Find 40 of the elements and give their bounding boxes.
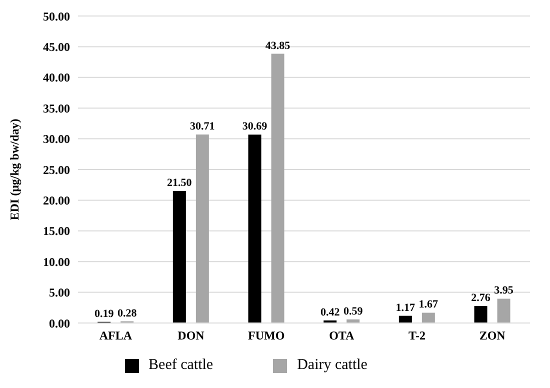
data-label: 43.85 [265,40,291,52]
bar [474,306,488,323]
x-tick-label: AFLA [99,328,132,343]
x-tick-label: FUMO [248,328,285,343]
x-tick-label: T-2 [408,328,426,343]
data-label: 0.42 [320,306,340,318]
data-label: 21.50 [167,176,192,189]
x-tick-label: DON [178,328,205,343]
x-tick-label: ZON [479,328,506,343]
y-axis-title: EDI (μg/kg bw/day) [7,118,22,220]
data-label: 30.71 [190,120,215,132]
y-tick-label: 35.00 [43,101,70,116]
y-tick-label: 10.00 [43,254,70,269]
bar [172,190,186,323]
data-label: 30.69 [242,120,268,133]
bar [398,316,412,323]
y-tick-label: 45.00 [43,40,70,54]
y-tick-label: 20.00 [43,193,70,208]
y-tick-label: 15.00 [43,224,70,238]
bar [271,54,284,323]
data-label: 0.28 [117,307,138,320]
y-tick-label: 25.00 [43,162,70,177]
bar [196,134,209,323]
data-label: 1.67 [418,298,439,311]
data-label: 0.59 [343,305,364,318]
bar [422,312,435,323]
data-label: 3.95 [494,284,514,297]
legend-label: Dairy cattle [297,357,368,373]
x-tick-label: OTA [329,328,355,343]
data-label: 2.76 [471,292,491,304]
y-tick-label: 50.00 [43,9,70,24]
bar [497,298,510,323]
data-label: 0.19 [94,308,114,320]
y-tick-label: 5.00 [49,286,70,300]
bar [248,134,262,323]
y-tick-label: 40.00 [43,70,70,85]
legend-label: Beef cattle [148,357,214,373]
data-label: 1.17 [396,302,416,314]
y-tick-label: 30.00 [43,132,70,146]
y-tick-label: 0.00 [49,316,70,330]
